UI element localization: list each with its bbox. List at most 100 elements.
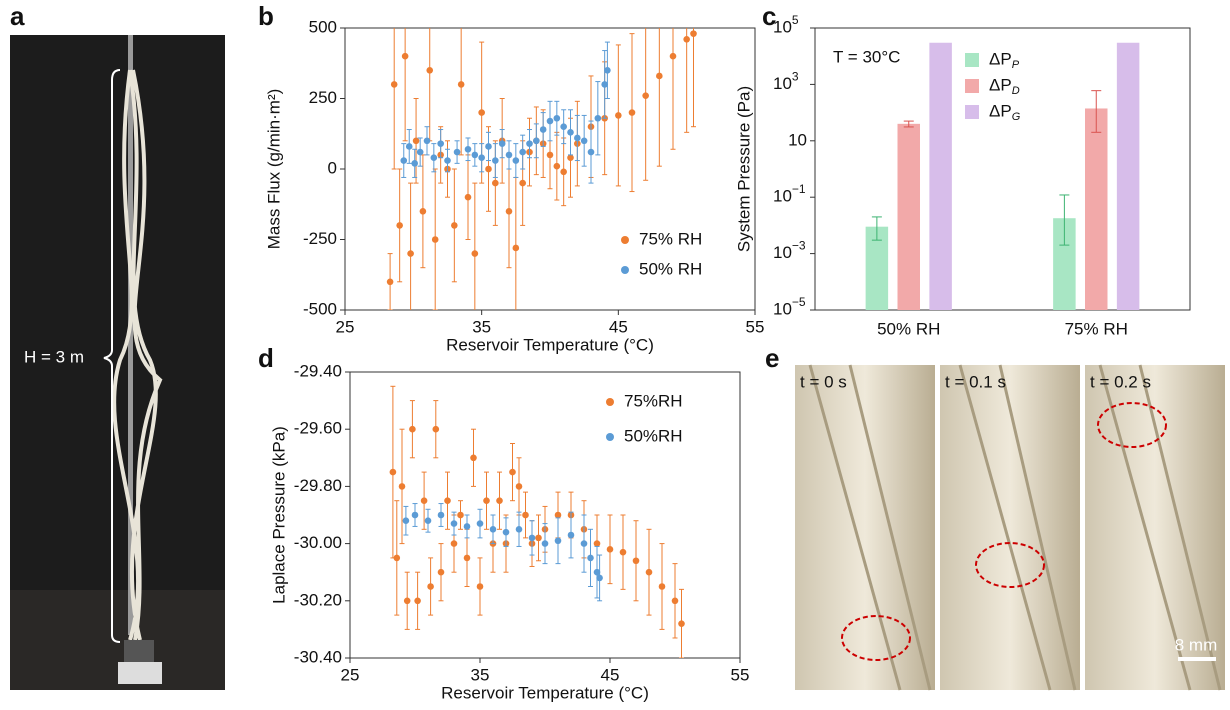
y-tick-label: 10 bbox=[788, 130, 807, 149]
bar bbox=[1116, 42, 1140, 310]
point bbox=[512, 157, 520, 164]
y-tick-label: -30.40 bbox=[294, 647, 342, 666]
photo-e: t = 0 s t = 0.1 s t = 0.2 s 8 mm bbox=[795, 364, 1225, 691]
point bbox=[483, 497, 490, 505]
annotation: T = 30°C bbox=[833, 47, 900, 66]
point bbox=[420, 497, 428, 505]
point bbox=[683, 35, 690, 43]
y-tick-label: 103 bbox=[773, 70, 799, 93]
point bbox=[492, 179, 499, 187]
legend-label: 50%RH bbox=[624, 426, 683, 445]
point bbox=[539, 126, 547, 133]
point bbox=[546, 117, 554, 125]
point bbox=[628, 109, 636, 116]
legend-label: ΔPG bbox=[989, 101, 1021, 122]
x-tick-label: 35 bbox=[472, 317, 491, 336]
y-tick-label: 500 bbox=[309, 17, 337, 36]
frame-label: t = 0.1 s bbox=[945, 372, 1006, 391]
point bbox=[606, 546, 614, 553]
point bbox=[416, 148, 424, 156]
point bbox=[444, 497, 451, 505]
point bbox=[526, 140, 533, 147]
point bbox=[553, 162, 561, 170]
point bbox=[476, 520, 484, 527]
tick-exponent: −5 bbox=[792, 295, 806, 309]
height-label: H = 3 m bbox=[24, 347, 84, 366]
plot-area bbox=[865, 42, 1140, 310]
legend-label: 50% RH bbox=[639, 259, 702, 278]
point bbox=[512, 244, 520, 252]
panel-label: d bbox=[258, 343, 274, 373]
point bbox=[533, 137, 540, 145]
point bbox=[502, 528, 510, 536]
point bbox=[450, 520, 458, 527]
point bbox=[601, 81, 608, 88]
point bbox=[426, 67, 434, 74]
point bbox=[669, 52, 677, 60]
point bbox=[587, 148, 595, 156]
photo-a: H = 3 m bbox=[10, 35, 225, 690]
point bbox=[509, 468, 516, 476]
point bbox=[412, 137, 420, 145]
point bbox=[671, 597, 679, 605]
legend-subscript: D bbox=[1012, 85, 1020, 97]
point bbox=[485, 165, 492, 173]
x-tick-label: 50% RH bbox=[877, 319, 940, 338]
plot-frame bbox=[344, 27, 756, 311]
scale-bar-label: 8 mm bbox=[1175, 635, 1218, 654]
point bbox=[553, 114, 561, 122]
bar bbox=[929, 42, 952, 310]
point bbox=[430, 154, 438, 162]
y-tick-label: 105 bbox=[773, 13, 799, 36]
point bbox=[580, 137, 588, 145]
point bbox=[431, 236, 439, 243]
point bbox=[386, 278, 394, 286]
point bbox=[554, 537, 562, 545]
point bbox=[393, 554, 401, 562]
tick-exponent: 5 bbox=[792, 13, 799, 27]
x-tick-label: 35 bbox=[471, 665, 490, 684]
y-tick-label: -250 bbox=[303, 229, 337, 248]
y-tick-label: 250 bbox=[309, 88, 337, 107]
y-tick-label: -29.40 bbox=[294, 361, 342, 380]
legend-label: ΔPD bbox=[989, 75, 1020, 96]
y-tick-label: 10−5 bbox=[773, 295, 806, 318]
point bbox=[678, 620, 685, 627]
legend-marker bbox=[621, 266, 629, 274]
point bbox=[457, 81, 465, 88]
point bbox=[402, 517, 410, 525]
point bbox=[593, 540, 601, 547]
point bbox=[645, 568, 653, 576]
point bbox=[574, 134, 581, 142]
point bbox=[554, 511, 562, 519]
point bbox=[515, 526, 523, 533]
frame-label: t = 0.2 s bbox=[1090, 372, 1151, 391]
point bbox=[496, 497, 503, 505]
point bbox=[587, 554, 594, 562]
x-tick-label: 25 bbox=[336, 317, 355, 336]
point bbox=[560, 123, 567, 130]
point bbox=[528, 534, 536, 542]
point bbox=[593, 568, 601, 576]
point bbox=[594, 114, 602, 122]
point bbox=[522, 511, 529, 519]
point bbox=[450, 540, 458, 547]
y-axis-label: Mass Flux (g/min·m²) bbox=[264, 89, 283, 250]
bar bbox=[1085, 108, 1108, 310]
point bbox=[407, 250, 414, 257]
legend-label: ΔPP bbox=[989, 49, 1020, 70]
legend-swatch bbox=[965, 53, 979, 67]
point bbox=[444, 157, 451, 164]
point bbox=[478, 154, 485, 162]
point bbox=[535, 534, 542, 542]
plot-frame bbox=[814, 27, 1191, 311]
point bbox=[423, 137, 431, 145]
y-tick-label: 0 bbox=[328, 158, 337, 177]
point bbox=[615, 112, 622, 119]
point bbox=[567, 154, 574, 162]
x-axis-label: Reservoir Temperature (°C) bbox=[441, 683, 649, 702]
panel-label: a bbox=[10, 1, 25, 31]
point bbox=[519, 179, 526, 187]
